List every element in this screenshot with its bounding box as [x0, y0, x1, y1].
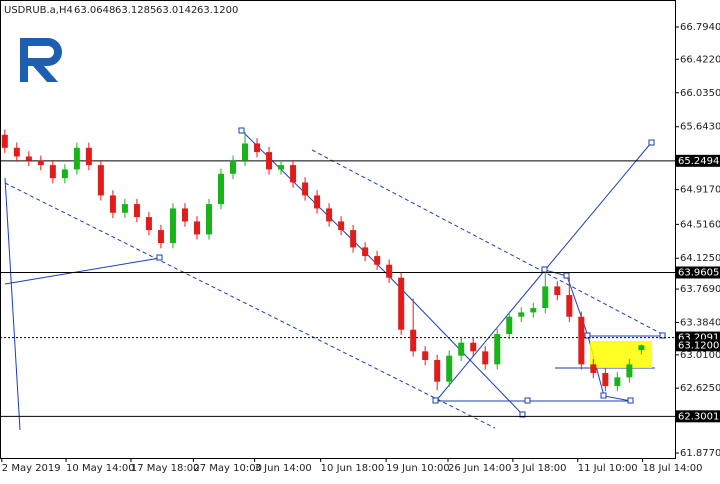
level-label: 63.9605	[678, 267, 719, 278]
candle-body	[181, 208, 188, 222]
current-price-box	[676, 339, 720, 352]
candle-body	[434, 360, 441, 382]
y-tick-label: 62.6250	[680, 383, 720, 394]
candle-body	[350, 230, 357, 248]
level-label: 63.2091	[678, 333, 719, 344]
candle-body	[61, 169, 68, 179]
candle-body	[566, 295, 573, 317]
candle-body	[242, 143, 249, 161]
candle-body	[314, 195, 321, 209]
candle-body	[73, 147, 80, 170]
y-tick-label: 63.0100	[680, 350, 720, 361]
candle-body	[614, 377, 621, 387]
x-tick-label: 11 Jul 10:00	[578, 463, 638, 474]
candle-body	[338, 221, 345, 231]
level-label: 65.2494	[678, 156, 719, 167]
candle-body	[169, 208, 176, 244]
candle-body	[205, 204, 212, 235]
x-tick-label: 27 May 10:00	[193, 463, 262, 474]
level-label-box	[676, 266, 720, 279]
candle-body	[518, 312, 525, 317]
quote-open: 63.0648	[74, 5, 115, 16]
candle-body	[422, 351, 429, 361]
x-tick-label: 10 Jun 18:00	[321, 463, 385, 474]
candle-body	[554, 286, 561, 296]
candle-body	[290, 165, 297, 183]
quote-low: 63.0142	[156, 5, 197, 16]
x-tick-label: 26 Jun 14:00	[448, 463, 512, 474]
candle-body	[578, 316, 585, 365]
y-tick-label: 63.3840	[680, 317, 720, 328]
x-tick-label: 3 Jul 18:00	[513, 463, 567, 474]
candle-body	[217, 173, 224, 205]
logo	[20, 38, 62, 82]
level-label-box	[676, 154, 720, 167]
x-tick-label: 2 May 2019	[2, 463, 61, 474]
candle-body	[49, 165, 56, 179]
candle-body	[230, 160, 237, 174]
candle-body	[590, 364, 597, 374]
candle-body	[506, 316, 513, 335]
level-label-box	[676, 410, 720, 423]
candle-body	[254, 143, 261, 153]
y-tick-label: 66.7940	[680, 22, 720, 33]
candle-body	[482, 351, 489, 365]
candle-body	[278, 165, 285, 170]
candle-body	[97, 165, 104, 196]
candle-body	[157, 230, 164, 244]
y-tick-label: 63.7690	[680, 284, 720, 295]
candle-body	[542, 286, 549, 309]
x-tick-label: 17 May 18:00	[131, 463, 200, 474]
candle-body	[374, 256, 381, 265]
candle-body	[494, 334, 501, 365]
candle-body	[410, 329, 417, 352]
candle-body	[386, 264, 393, 278]
x-tick-label: 18 Jul 14:00	[643, 463, 703, 474]
x-tick-label: 10 May 14:00	[66, 463, 135, 474]
candle-body	[470, 342, 477, 352]
x-tick-label: 3 Jun 14:00	[255, 463, 312, 474]
candle-body	[133, 204, 140, 218]
candle-body	[25, 156, 32, 161]
symbol: USDRUB.a,H4	[4, 5, 73, 16]
quote-close: 63.1200	[197, 5, 238, 16]
y-tick-label: 61.8770	[680, 448, 720, 459]
y-tick-label: 66.0350	[680, 88, 720, 99]
candle-body	[458, 342, 465, 356]
level-label: 62.3001	[678, 411, 719, 422]
candle-body	[85, 147, 92, 166]
candle-body	[602, 373, 609, 387]
candle-body	[638, 345, 645, 351]
y-tick-label: 64.9170	[680, 185, 720, 196]
candle-body	[362, 247, 369, 257]
candle-body	[446, 355, 453, 382]
x-tick-label: 19 Jun 10:00	[386, 463, 450, 474]
candle-body	[266, 152, 273, 170]
candle-body	[109, 195, 116, 213]
candle-body	[302, 182, 309, 196]
candle-body	[37, 160, 44, 166]
candle-body	[193, 221, 200, 235]
candle-body	[398, 277, 405, 330]
candle-body	[530, 308, 537, 313]
y-tick-label: 64.5160	[680, 219, 720, 230]
current-price-label: 63.1200	[678, 340, 719, 351]
y-tick-label: 66.4220	[680, 54, 720, 65]
candle-body	[326, 208, 333, 222]
y-tick-label: 64.1250	[680, 253, 720, 264]
y-tick-label: 65.6430	[680, 122, 720, 133]
candle-body	[626, 364, 633, 378]
candle-body	[1, 134, 8, 148]
plot-frame	[0, 0, 676, 459]
candle-body	[121, 204, 128, 213]
candle-body	[145, 217, 152, 231]
candle-body	[13, 147, 20, 157]
quote-high: 63.1285	[115, 5, 156, 16]
